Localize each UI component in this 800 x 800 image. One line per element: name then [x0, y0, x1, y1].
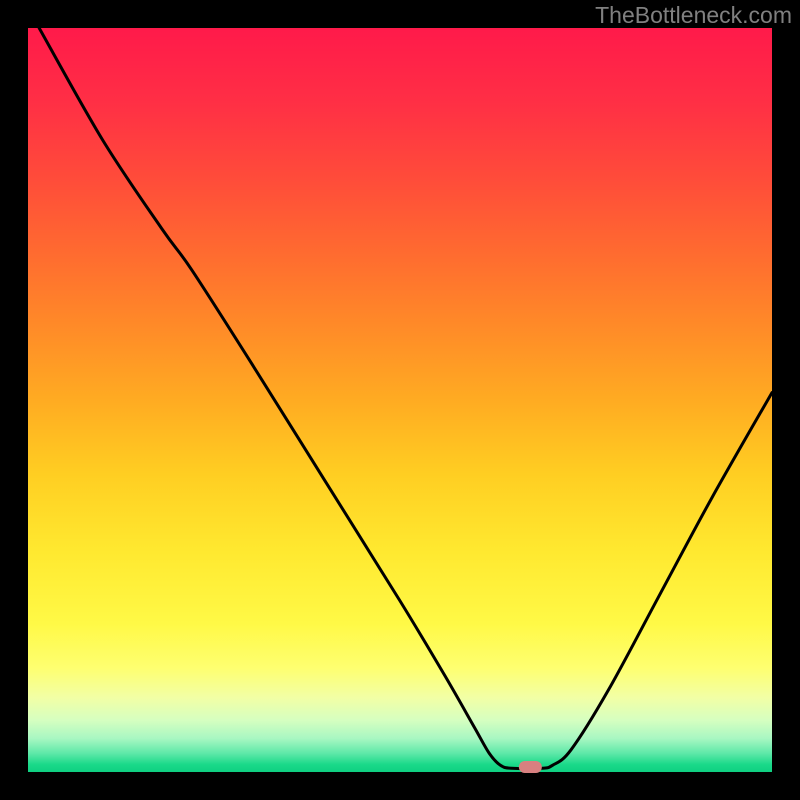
bottleneck-curve: [28, 28, 772, 772]
optimal-marker: [519, 761, 541, 773]
plot-area: [28, 28, 772, 772]
watermark-text: TheBottleneck.com: [595, 2, 792, 29]
